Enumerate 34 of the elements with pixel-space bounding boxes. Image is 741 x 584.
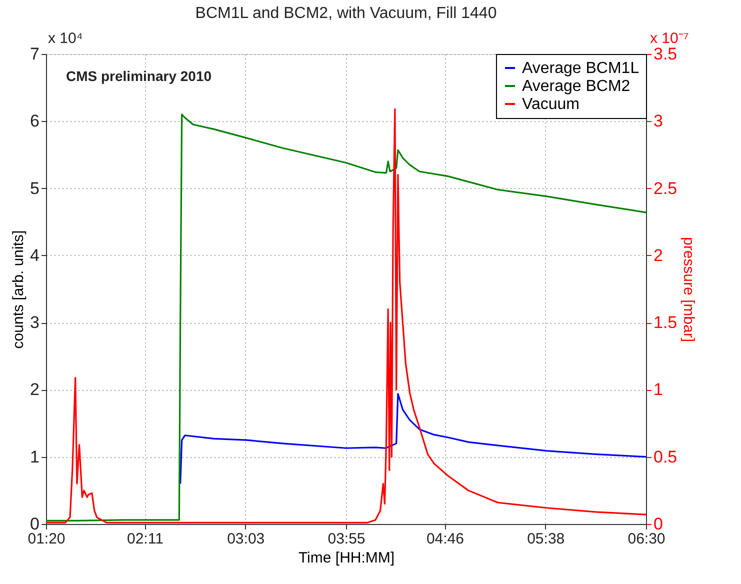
- y2-tick-label: 3.5: [654, 44, 678, 64]
- x-tick-label: 04:46: [426, 530, 464, 548]
- y2-tick-label: 2: [654, 246, 663, 265]
- y2-tick-label: 1: [654, 380, 663, 400]
- x-tick-label: 01:20: [28, 530, 66, 548]
- x-tick-label: 06:30: [628, 530, 666, 548]
- y-axis-title: counts [arb. units]: [10, 230, 28, 349]
- legend-label: Average BCM2: [522, 78, 630, 95]
- x-axis-title: Time [HH:MM]: [298, 550, 395, 566]
- x-tick-label: 03:55: [328, 530, 366, 548]
- legend-label: Vacuum: [522, 96, 580, 113]
- text: x 10⁻⁷: [650, 30, 689, 47]
- y2-tick-label: 0: [654, 514, 663, 534]
- chart-title: BCM1L and BCM2, with Vacuum, Fill 1440: [195, 5, 497, 22]
- y-tick-label: 6: [30, 112, 40, 131]
- annotation: CMS preliminary 2010: [66, 68, 212, 84]
- text: x 10⁴: [48, 30, 83, 47]
- y2-tick-label: 3: [654, 112, 663, 131]
- y2-axis-title: pressure [mbar]: [680, 236, 698, 342]
- x-tick-label: 02:11: [126, 530, 164, 548]
- line-series: [180, 392, 647, 485]
- y2-tick-label: 1.5: [654, 313, 678, 332]
- y2-tick-label: 2.5: [654, 178, 678, 198]
- x-tick-label: 03:03: [227, 530, 265, 548]
- y-tick-label: 4: [30, 246, 40, 265]
- y-tick-label: 3: [30, 313, 40, 332]
- y2-tick-label: 0.5: [654, 447, 678, 466]
- y-tick-label: 2: [30, 380, 40, 400]
- legend-label: Average BCM1L: [522, 60, 640, 77]
- y-tick-label: 1: [30, 447, 40, 466]
- x-tick-label: 05:38: [527, 530, 565, 548]
- y-tick-label: 0: [30, 514, 40, 534]
- y-tick-label: 5: [30, 178, 40, 198]
- y-tick-label: 7: [30, 44, 40, 64]
